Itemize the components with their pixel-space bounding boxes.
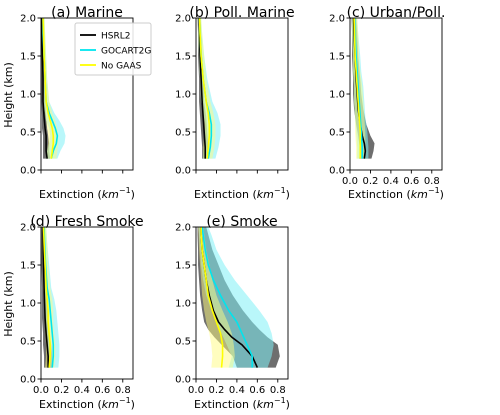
x-tick-label: 0.8 (424, 176, 440, 187)
x-tick-label: 0.8 (115, 385, 131, 396)
y-tick-label: 1.5 (175, 52, 191, 63)
x-tick-label: 0.2 (53, 385, 69, 396)
panel-e-xlabel: Extinction (km−1) (194, 396, 290, 411)
panel-b-title: (b) Poll. Marine (189, 5, 294, 21)
plot-area (41, 18, 66, 159)
panel-d-xlabel: Extinction (km−1) (39, 396, 135, 411)
y-tick-label: 0.5 (175, 337, 191, 348)
x-tick-label: 0.6 (403, 176, 419, 187)
x-tick-label: 0.8 (270, 385, 286, 396)
y-tick-label: 2.0 (20, 223, 36, 234)
chart-panel-2: 0.0 0.5 1.0 1.5 2.0 (175, 14, 289, 177)
y-tick-label: 0.5 (329, 128, 345, 139)
x-tick-label: 0.4 (383, 176, 399, 187)
x-tick-label: 0.4 (74, 385, 90, 396)
y-tick-label: 1.0 (329, 90, 345, 101)
panel-a-title: (a) Marine (51, 5, 123, 21)
panel-e-title: (e) Smoke (206, 214, 277, 230)
legend-label: No GAAS (101, 62, 142, 72)
y-tick-label: 1.0 (20, 299, 36, 310)
chart-panel-5: 0.0 0.2 0.4 0.6 0.8 0.0 0.5 1.0 1.5 2.0 (175, 223, 289, 396)
x-tick-label: 0.6 (249, 385, 265, 396)
panel-c-title: (c) Urban/Poll. (347, 5, 446, 21)
chart-panel-1: 0.0 0.5 1.0 1.5 2.0 HSRL2 GOCART2G No GAAS (20, 14, 152, 177)
line-hsrl2 (42, 227, 49, 368)
line-no-gaas (353, 18, 362, 159)
chart-panel-3: 0.0 0.2 0.4 0.6 0.8 0.0 0.5 1.0 1.5 2.0 (329, 14, 443, 187)
y-tick-label: 0.0 (175, 166, 191, 177)
x-tick-label: 0.0 (342, 176, 358, 187)
x-tick-label: 0.0 (188, 385, 204, 396)
panel-d-title: (d) Fresh Smoke (30, 214, 143, 230)
y-tick-label: 0.5 (20, 128, 36, 139)
x-tick-label: 0.6 (94, 385, 110, 396)
y-tick-label: 1.0 (175, 299, 191, 310)
plot-area (351, 18, 375, 159)
panel-b-xlabel: Extinction (km−1) (194, 186, 290, 201)
plot-area (197, 18, 221, 159)
y-tick-label: 1.0 (175, 90, 191, 101)
y-tick-label: 0.0 (20, 375, 36, 386)
y-tick-label: 0.0 (175, 375, 191, 386)
chart-panel-4: 0.0 0.2 0.4 0.6 0.8 0.0 0.5 1.0 1.5 2.0 (20, 223, 134, 396)
x-tick-label: 0.4 (229, 385, 245, 396)
panel-a-ylabel: Height (km) (2, 62, 15, 128)
x-tick-label: 0.0 (33, 385, 49, 396)
y-tick-label: 2.0 (329, 14, 345, 25)
y-tick-label: 2.0 (175, 14, 191, 25)
panel-d-ylabel: Height (km) (2, 271, 15, 337)
y-tick-label: 0.0 (20, 166, 36, 177)
y-tick-label: 0.5 (175, 128, 191, 139)
y-tick-label: 1.5 (329, 52, 345, 63)
plot-area (41, 227, 60, 368)
line-gocart2g (201, 227, 254, 368)
x-tick-label: 0.2 (362, 176, 378, 187)
legend: HSRL2 GOCART2G No GAAS (74, 22, 152, 76)
line-no-gaas (42, 18, 55, 159)
y-tick-label: 1.5 (175, 261, 191, 272)
y-tick-label: 1.0 (20, 90, 36, 101)
plot-area (197, 227, 280, 368)
y-tick-label: 1.5 (20, 52, 36, 63)
legend-label: GOCART2G (101, 47, 151, 57)
line-no-gaas (198, 18, 211, 159)
y-tick-label: 2.0 (20, 14, 36, 25)
x-tick-label: 0.2 (208, 385, 224, 396)
legend-label: HSRL2 (101, 32, 130, 42)
line-hsrl2 (41, 18, 48, 159)
line-no-gaas (42, 227, 52, 368)
panel-c-xlabel: Extinction (km−1) (348, 186, 444, 201)
y-tick-label: 0.5 (20, 337, 36, 348)
line-no-gaas (200, 227, 224, 368)
y-tick-label: 2.0 (175, 223, 191, 234)
y-tick-label: 0.0 (329, 166, 345, 177)
band-gocart2g (198, 227, 274, 368)
y-tick-label: 1.5 (20, 261, 36, 272)
panel-a-xlabel: Extinction (km−1) (39, 186, 135, 201)
